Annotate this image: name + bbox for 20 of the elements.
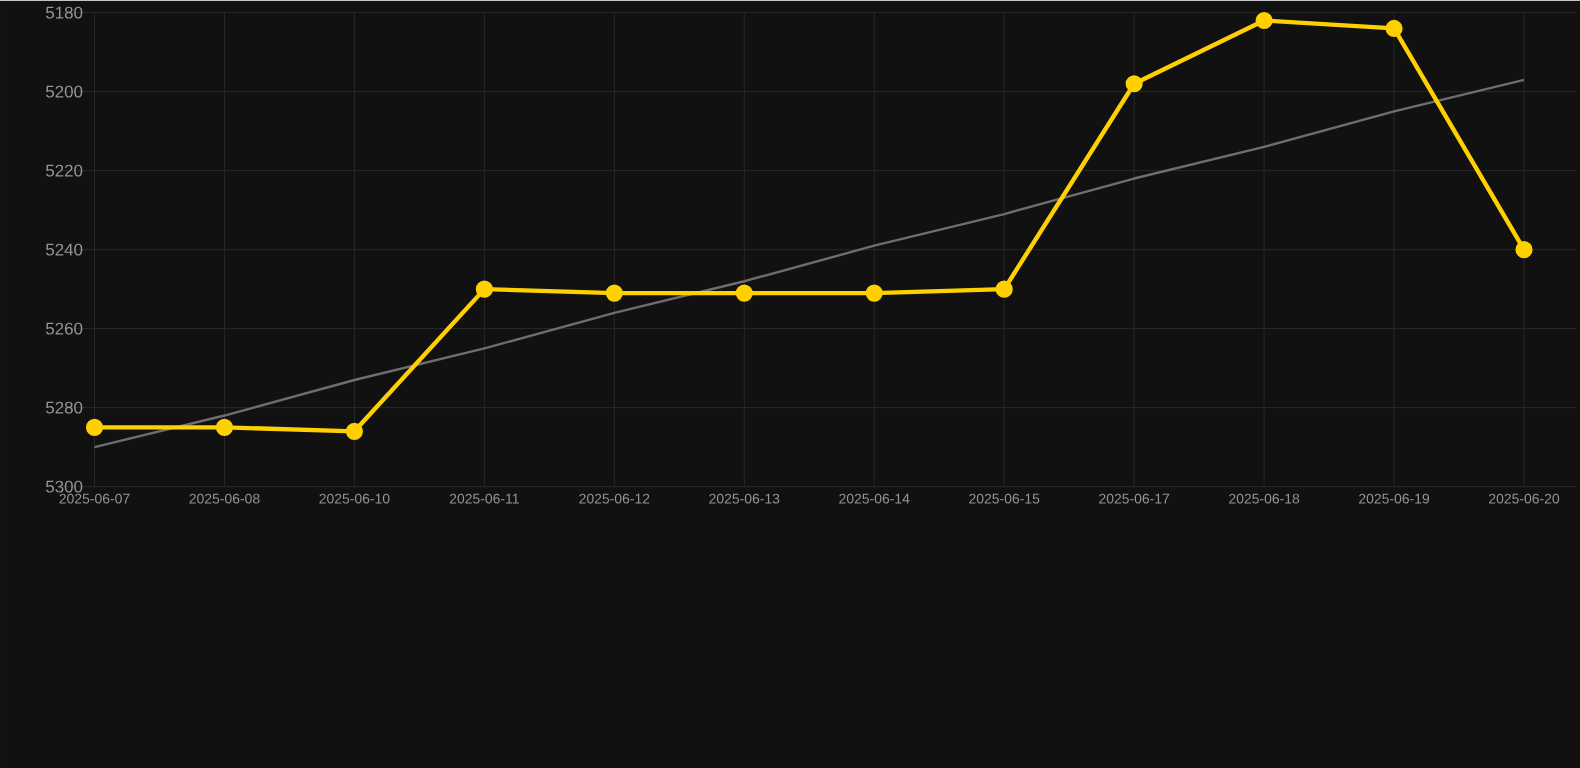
line-series [93, 78, 1526, 449]
point [1125, 74, 1143, 92]
y-tick-label: 5200 [45, 85, 83, 98]
y-tick-label: 5220 [45, 164, 83, 177]
point [1515, 240, 1533, 258]
point [1385, 19, 1403, 37]
point [215, 418, 234, 436]
point [1255, 11, 1273, 29]
y-tick-label: 5280 [45, 401, 83, 414]
point [865, 284, 883, 302]
y-tick-label: 5300 [45, 480, 83, 493]
point [345, 422, 363, 440]
point [475, 280, 493, 298]
y-tick-label: 5240 [45, 243, 83, 256]
point [605, 284, 623, 302]
point [735, 284, 753, 302]
y-tick-label: 5180 [45, 6, 83, 19]
point [995, 280, 1013, 298]
y-tick-label: 5260 [45, 322, 83, 335]
point [85, 418, 104, 436]
